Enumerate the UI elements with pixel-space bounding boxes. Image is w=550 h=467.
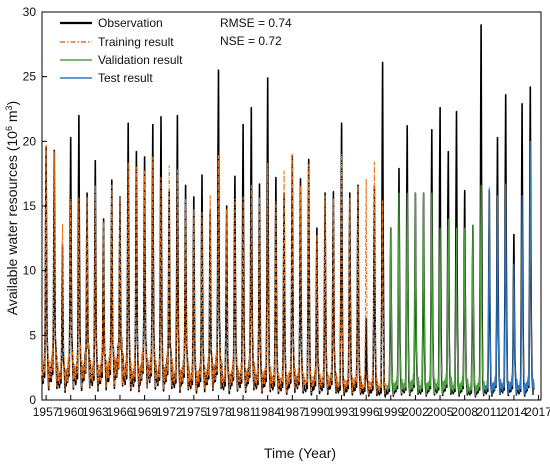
x-tick-label: 1972	[156, 405, 183, 419]
x-tick-label: 1996	[353, 405, 380, 419]
x-tick-label: 1999	[377, 405, 404, 419]
nse-annotation: NSE = 0.72	[220, 34, 282, 48]
x-axis: 1957196019631966196919721975197819811984…	[33, 395, 550, 419]
x-tick-label: 1975	[180, 405, 207, 419]
legend: Observation Training result Validation r…	[60, 16, 183, 85]
x-tick-label: 2005	[427, 405, 454, 419]
x-tick-label: 1993	[328, 405, 355, 419]
x-tick-label: 1990	[304, 405, 331, 419]
rmse-annotation: RMSE = 0.74	[220, 16, 292, 30]
x-tick-label: 1981	[230, 405, 257, 419]
y-tick-label: 25	[23, 70, 37, 84]
legend-label-observation: Observation	[98, 16, 163, 30]
x-axis-title: Time (Year)	[264, 445, 336, 461]
x-tick-label: 1960	[57, 405, 84, 419]
y-tick-label: 5	[29, 328, 36, 342]
x-tick-label: 1978	[205, 405, 232, 419]
x-tick-label: 1969	[131, 405, 158, 419]
x-tick-label: 2017	[525, 405, 550, 419]
x-tick-label: 1987	[279, 405, 306, 419]
y-tick-label: 20	[23, 134, 37, 148]
x-tick-label: 1963	[82, 405, 109, 419]
x-tick-label: 2002	[402, 405, 429, 419]
x-tick-label: 1957	[33, 405, 60, 419]
y-tick-label: 10	[23, 264, 37, 278]
series-line-validation-result	[386, 184, 486, 397]
y-tick-label: 0	[29, 393, 36, 407]
y-axis-title: Available water resources (106 m3)	[4, 101, 20, 315]
legend-label-training: Training result	[98, 35, 174, 49]
legend-label-validation: Validation result	[98, 53, 183, 67]
x-tick-label: 1984	[254, 405, 281, 419]
x-tick-label: 1966	[107, 405, 134, 419]
legend-label-test: Test result	[98, 71, 153, 85]
series-layer	[41, 24, 535, 398]
y-tick-label: 30	[23, 5, 37, 19]
y-axis: 0 5 10 15 20 25 30	[23, 5, 47, 407]
series-line-test-result	[484, 140, 535, 396]
x-tick-label: 2014	[501, 405, 528, 419]
x-tick-label: 2011	[476, 405, 502, 419]
x-tick-label: 2008	[451, 405, 478, 419]
series-line-training-result	[41, 144, 387, 396]
y-tick-label: 15	[23, 199, 37, 213]
